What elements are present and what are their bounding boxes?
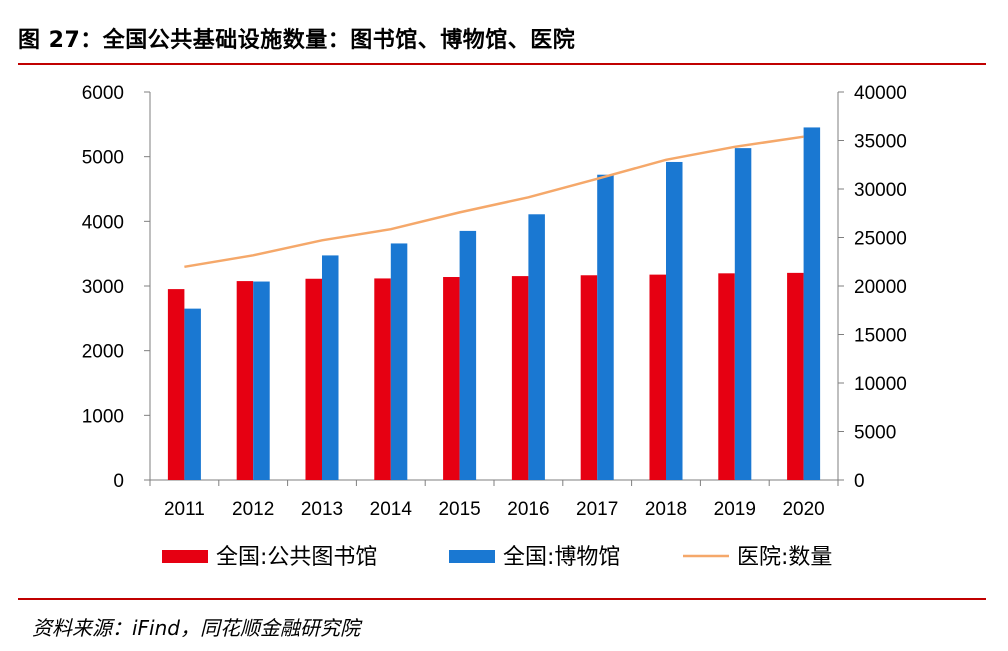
library-bar	[718, 273, 735, 480]
hospital-line	[184, 135, 804, 269]
right-tick-label: 35000	[854, 132, 907, 153]
tick-labels: 0 1000 2000 3000 4000 5000 6000 0 5000 10000 15000…	[82, 83, 907, 520]
right-tick-label: 20000	[854, 277, 907, 298]
x-tick-label: 2017	[576, 499, 618, 520]
library-bar	[649, 274, 666, 480]
library-bar	[305, 278, 322, 480]
x-tick-label: 2019	[714, 499, 756, 520]
museum-bar	[184, 308, 201, 480]
library-bar	[511, 276, 529, 480]
left-tick-label: 2000	[82, 342, 124, 363]
bottom-divider	[18, 598, 986, 600]
x-tick-label: 2020	[782, 499, 824, 520]
top-divider	[18, 63, 986, 65]
x-tick-label: 2011	[164, 499, 205, 520]
museum-bar	[528, 214, 545, 480]
museum-bar	[322, 255, 339, 480]
museum-bar	[803, 127, 821, 481]
left-tick-label: 5000	[82, 148, 124, 169]
legend-label-library: 全国:公共图书馆	[216, 545, 377, 570]
legend-label-museum: 全国:博物馆	[503, 545, 620, 570]
legend-swatch-library	[162, 550, 208, 563]
chart-title: 图 27：全国公共基础设施数量：图书馆、博物馆、医院	[18, 28, 576, 53]
legend-label-hospital: 医院:数量	[737, 545, 832, 570]
right-tick-label: 10000	[854, 374, 907, 395]
left-tick-label: 0	[113, 471, 124, 492]
x-tick-label: 2016	[507, 499, 549, 520]
museum-bar	[459, 230, 477, 480]
library-bar	[236, 281, 254, 480]
right-tick-label: 25000	[854, 229, 907, 250]
right-tick-label: 5000	[854, 423, 896, 444]
left-tick-label: 3000	[82, 277, 124, 298]
right-tick-label: 30000	[854, 180, 907, 201]
museum-bar	[390, 243, 408, 480]
left-tick-label: 4000	[82, 212, 124, 233]
right-tick-label: 40000	[854, 83, 907, 104]
x-tick-label: 2012	[232, 499, 274, 520]
source-note: 资料来源：iFind，同花顺金融研究院	[32, 616, 360, 640]
museum-bar	[734, 148, 752, 480]
library-bar	[787, 272, 804, 480]
x-tick-label: 2014	[370, 499, 413, 520]
museum-bar	[597, 174, 614, 480]
library-bar	[374, 278, 391, 480]
legend: 全国:公共图书馆 全国:博物馆 医院:数量	[162, 545, 832, 570]
library-bar	[580, 275, 598, 480]
hospital-series-line	[184, 135, 804, 269]
x-tick-label: 2018	[645, 499, 687, 520]
left-tick-label: 1000	[82, 406, 124, 427]
right-tick-label: 15000	[854, 326, 907, 347]
x-tick-label: 2013	[301, 499, 343, 520]
legend-swatch-museum	[449, 550, 495, 563]
museum-bar	[666, 161, 683, 480]
bars	[167, 127, 821, 481]
right-tick-label: 0	[854, 471, 865, 492]
library-bar	[443, 277, 460, 480]
x-tick-label: 2015	[438, 499, 480, 520]
left-tick-label: 6000	[82, 83, 124, 104]
library-bar	[167, 289, 185, 480]
museum-bar	[253, 281, 270, 480]
